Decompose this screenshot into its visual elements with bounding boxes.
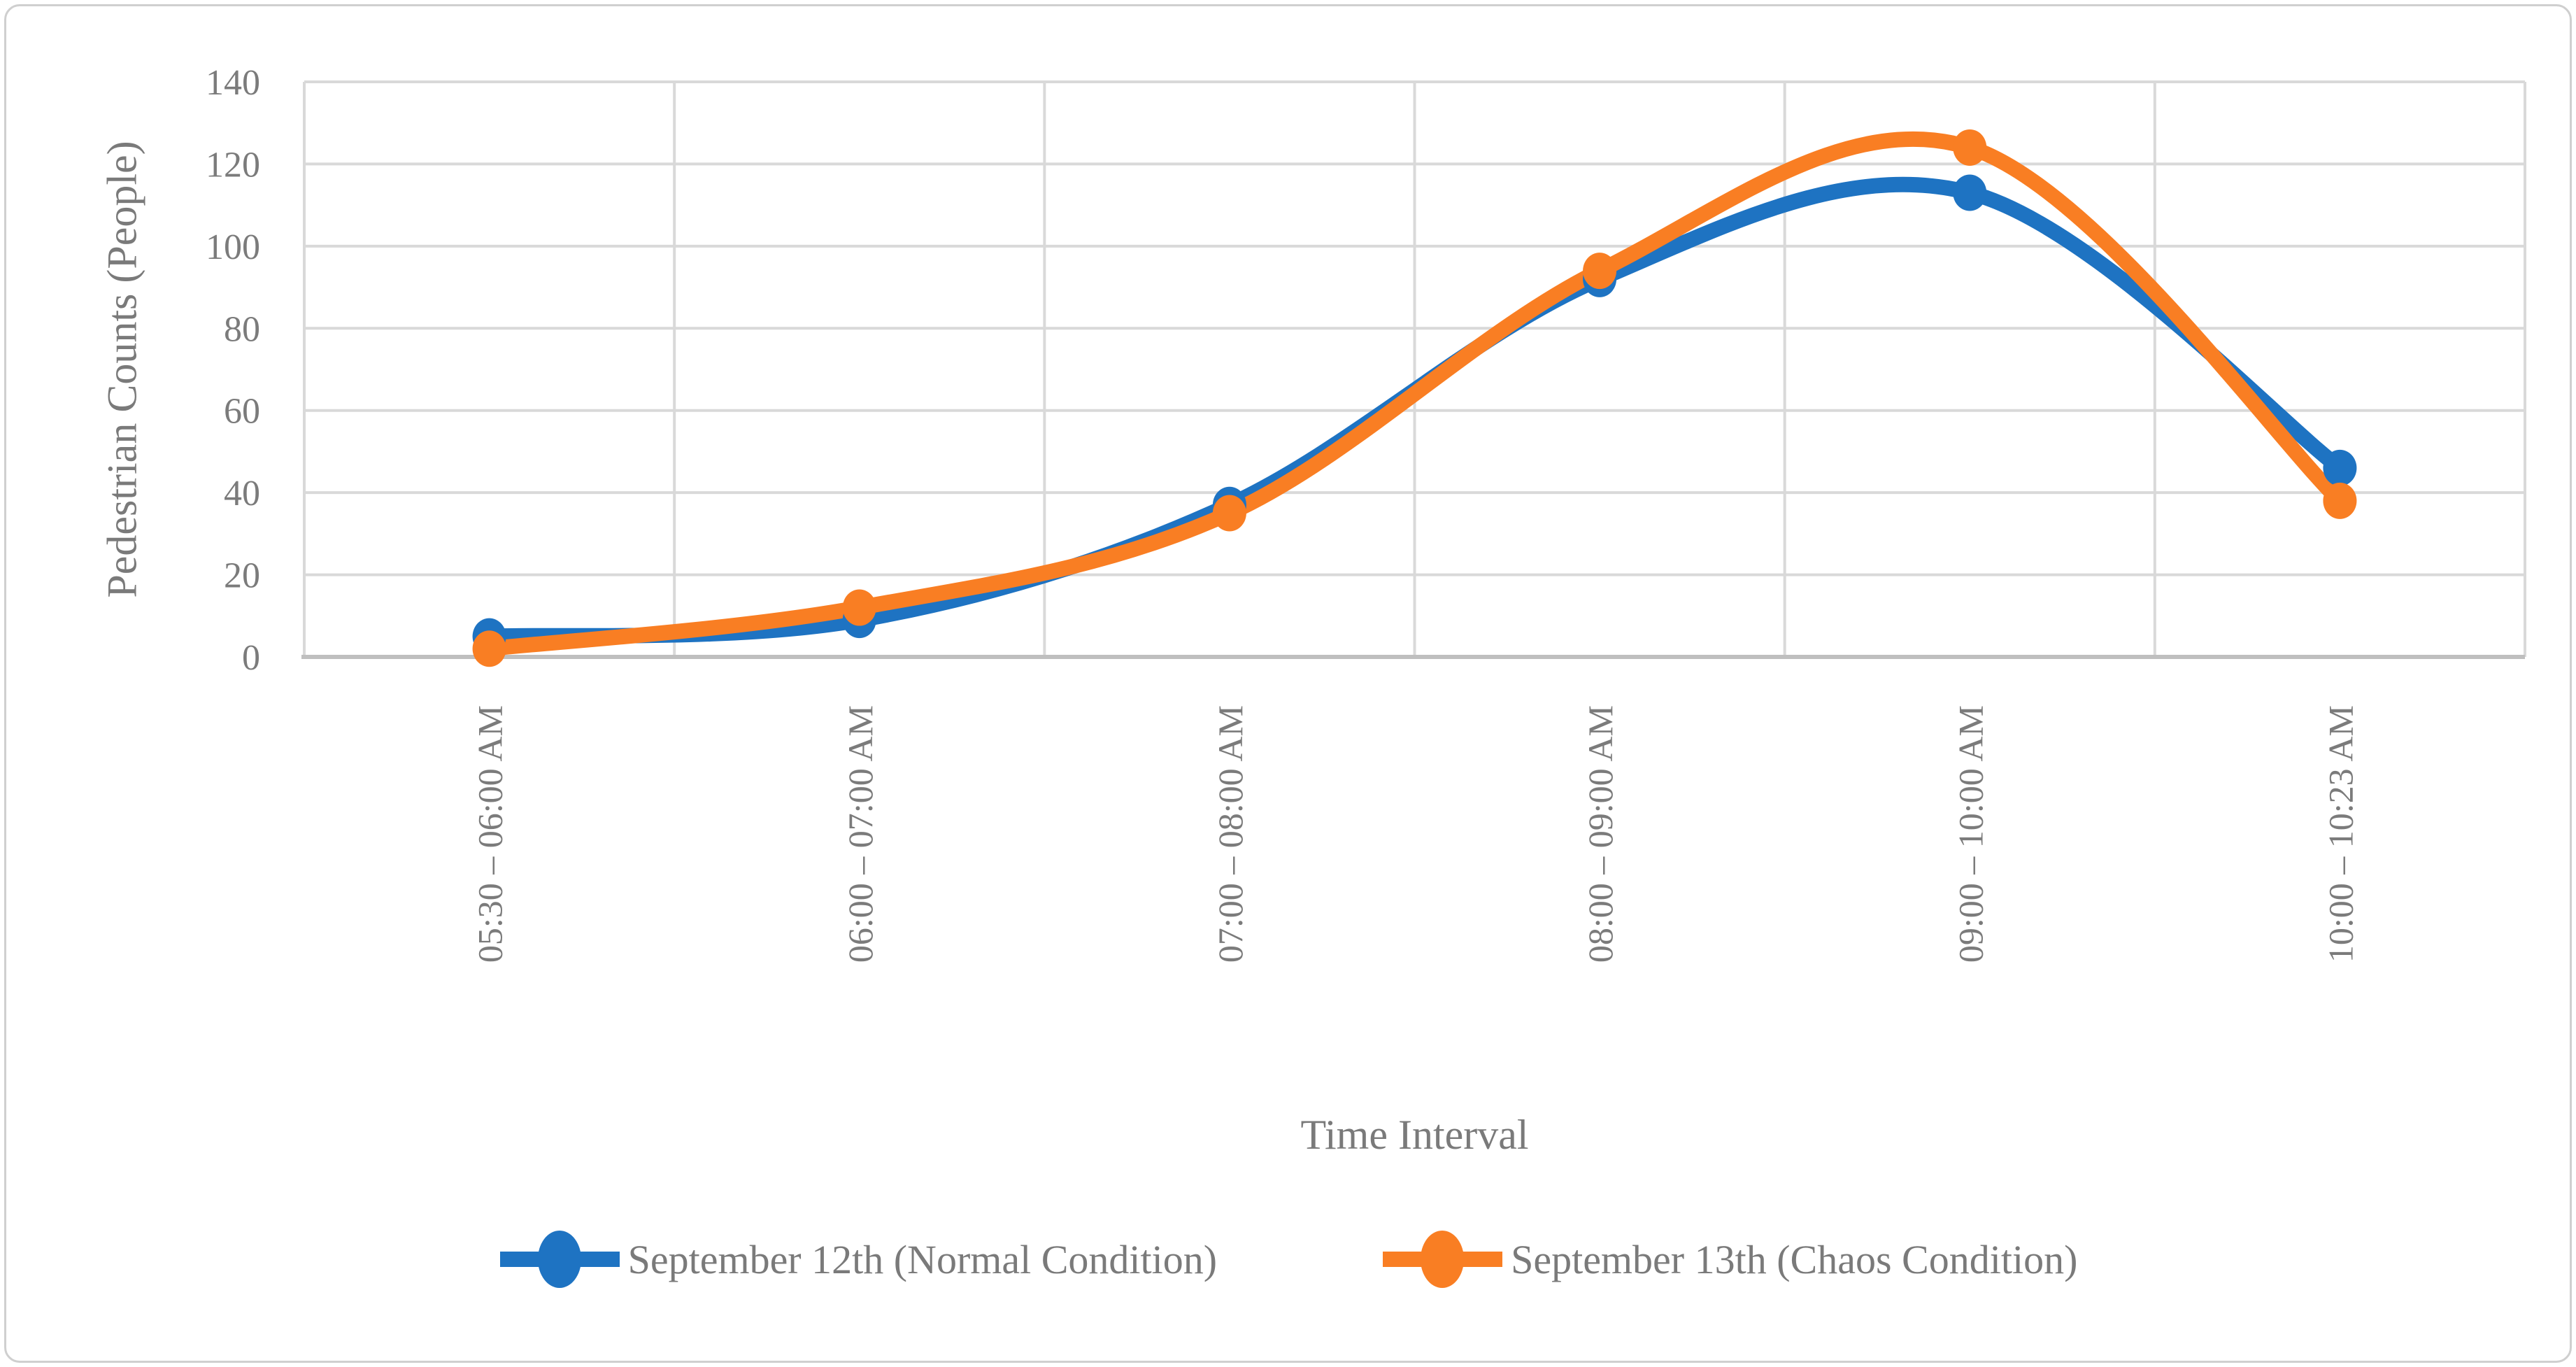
- data-point-marker-september-13th: [1583, 253, 1617, 290]
- data-point-marker-september-12th: [1953, 174, 1987, 211]
- y-tick-label: 0: [242, 638, 260, 678]
- x-axis-title: Time Interval: [1300, 1112, 1529, 1158]
- x-tick-label: 08:00 – 09:00 AM: [1581, 705, 1620, 963]
- data-point-marker-september-13th: [842, 589, 876, 626]
- y-tick-label: 100: [206, 227, 260, 267]
- legend-label-september-12th: September 12th (Normal Condition): [627, 1236, 1218, 1282]
- y-tick-label: 140: [206, 63, 260, 103]
- y-axis-title: Pedestrian Counts (People): [99, 141, 145, 598]
- y-tick-label: 120: [206, 145, 260, 185]
- legend-point-icon: [537, 1231, 581, 1288]
- legend-line-marker-icon: [1383, 1231, 1503, 1288]
- data-point-marker-september-13th: [472, 630, 506, 667]
- y-tick-label: 60: [224, 392, 260, 432]
- data-point-marker-september-12th: [2323, 449, 2357, 486]
- x-tick-label: 07:00 – 08:00 AM: [1211, 705, 1250, 963]
- y-tick-label: 80: [224, 309, 260, 349]
- x-tick-label: 05:30 – 06:00 AM: [471, 705, 510, 963]
- data-point-marker-september-13th: [1212, 495, 1246, 532]
- data-point-marker-september-13th: [1953, 129, 1987, 166]
- data-point-marker-september-13th: [2323, 482, 2357, 519]
- series-line-september-13th: [481, 131, 2348, 657]
- legend-point-icon: [1421, 1231, 1465, 1288]
- x-tick-label: 10:00 – 10:23 AM: [2321, 705, 2360, 963]
- legend-line-marker-icon: [499, 1231, 620, 1288]
- legend-label-september-13th: September 13th (Chaos Condition): [1511, 1236, 2078, 1282]
- y-tick-label: 20: [224, 556, 260, 596]
- y-tick-label: 40: [224, 474, 260, 513]
- x-tick-label: 06:00 – 07:00 AM: [841, 705, 880, 963]
- legend-entry-september-12th: September 12th (Normal Condition): [499, 1226, 1217, 1293]
- x-tick-label: 09:00 – 10:00 AM: [1951, 705, 1990, 963]
- legend: September 12th (Normal Condition) Septem…: [0, 1226, 2576, 1293]
- legend-entry-september-13th: September 13th (Chaos Condition): [1381, 1226, 2077, 1293]
